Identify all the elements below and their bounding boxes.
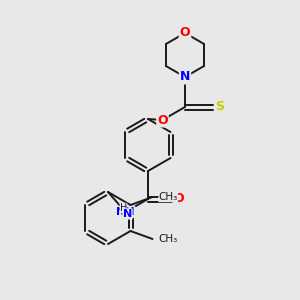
Text: H: H bbox=[120, 203, 127, 213]
Text: CH₃: CH₃ bbox=[158, 192, 178, 202]
Text: NH: NH bbox=[116, 207, 135, 217]
Text: N: N bbox=[123, 209, 132, 219]
Text: N: N bbox=[180, 70, 190, 83]
Text: CH₃: CH₃ bbox=[158, 234, 178, 244]
Text: O: O bbox=[180, 26, 190, 40]
Text: O: O bbox=[157, 113, 168, 127]
Text: S: S bbox=[215, 100, 224, 113]
Text: O: O bbox=[174, 193, 184, 206]
